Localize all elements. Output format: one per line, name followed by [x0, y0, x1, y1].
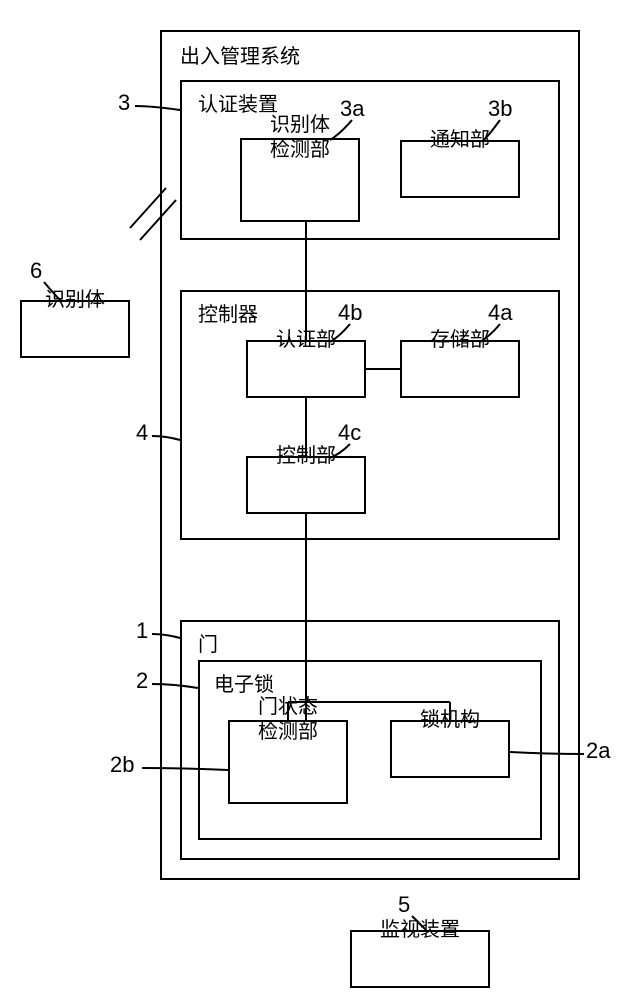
leader-3a: [327, 117, 355, 143]
ref-2: 2: [136, 668, 148, 694]
ref-1: 1: [136, 618, 148, 644]
leader-4: [149, 433, 183, 443]
ref-3: 3: [118, 90, 130, 116]
leader-2: [149, 681, 201, 691]
connector-detect_to_auth: [304, 220, 308, 342]
ref-2b: 2b: [110, 752, 134, 778]
leader-4c: [327, 441, 353, 461]
connector-doorstate_to_lock_h: [286, 700, 452, 704]
leader-2b: [139, 765, 231, 773]
connector-auth_to_storage: [364, 367, 402, 371]
diagram-root: 出入管理系统认证装置3识别体 检测部3a通知部3b控制器4认证部4b存储部4a控…: [0, 0, 644, 1000]
leader-3: [132, 103, 183, 113]
connector-doorstate_to_lock_vR: [448, 700, 452, 722]
ref-4: 4: [136, 420, 148, 446]
system-title: 出入管理系统: [180, 40, 300, 69]
wireless-slash-b: [138, 198, 178, 242]
leader-4b: [327, 321, 353, 345]
leader-2a: [507, 749, 587, 757]
connector-doorstate_to_lock_vL: [286, 700, 290, 722]
leader-6: [41, 279, 65, 305]
leader-4a: [477, 321, 503, 345]
leader-5: [409, 913, 431, 935]
ref-2a: 2a: [586, 738, 610, 764]
connector-auth_to_control: [304, 396, 308, 458]
connector-control_to_door: [304, 512, 308, 722]
leader-3b: [479, 117, 503, 145]
door-title: 门: [198, 628, 218, 657]
leader-1: [149, 631, 183, 641]
